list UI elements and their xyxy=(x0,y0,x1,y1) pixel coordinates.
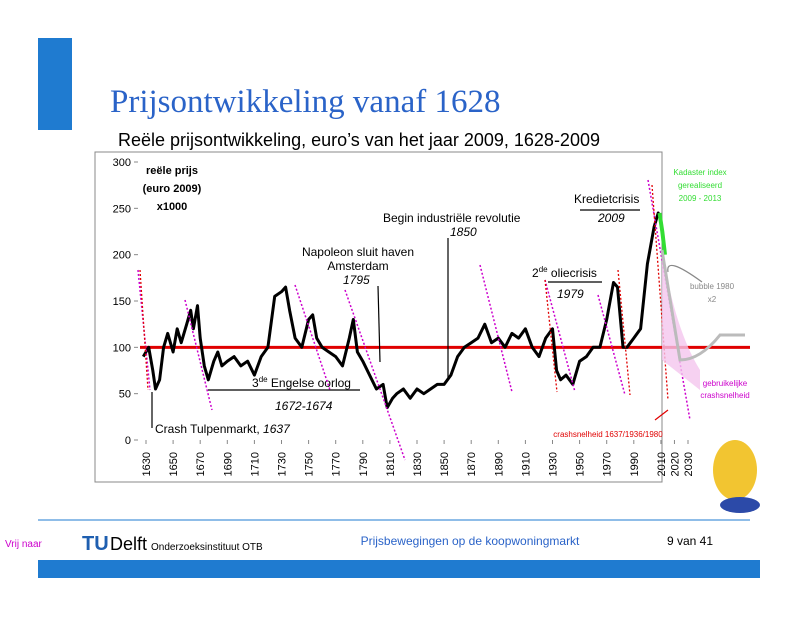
annotation: Crash Tulpenmarkt, 1637 xyxy=(155,422,291,436)
annotation: gerealiseerd xyxy=(678,181,722,190)
annotation: 1795 xyxy=(343,273,370,287)
x-tick-label: 1850 xyxy=(439,452,451,476)
mascot xyxy=(713,440,760,513)
y-tick-label: 300 xyxy=(113,157,131,169)
y-tick-label: 0 xyxy=(125,435,131,447)
title: Prijsontwikkeling vanaf 1628 xyxy=(110,84,500,120)
x-tick-label: 1650 xyxy=(168,452,180,476)
footer-topic: Prijsbewegingen op de koopwoningmarkt xyxy=(361,534,580,548)
annotation: x2 xyxy=(708,295,717,304)
x-tick-label: 1670 xyxy=(195,452,207,476)
x-tick-label: 1690 xyxy=(222,452,234,476)
logo: Delft xyxy=(110,534,147,554)
y-tick-label: 250 xyxy=(113,203,131,215)
x-tick-label: 1790 xyxy=(358,452,370,476)
annotation: 2de oliecrisis xyxy=(532,265,597,280)
crash-area xyxy=(662,250,700,390)
annotation: bubble 1980 xyxy=(690,282,735,291)
x-tick-label: 1830 xyxy=(412,452,424,476)
accent-bar xyxy=(38,38,72,130)
x-tick-label: 1970 xyxy=(602,452,614,476)
x-tick-label: 2030 xyxy=(683,452,695,476)
x-tick-label: 1710 xyxy=(249,452,261,476)
footer-credit: Vrij naar xyxy=(5,539,43,550)
annotations: reële prijs (euro 2009) x1000 Crash Tulp… xyxy=(143,165,750,439)
annotation: Kadaster index xyxy=(673,168,726,177)
page-number: 9 van 41 xyxy=(667,534,713,548)
x-tick-label: 1930 xyxy=(548,452,560,476)
plot: 0 50 100 150 200 250 300 1630 1650 1670 1690 1710 17… xyxy=(113,157,750,476)
series-line xyxy=(142,211,661,410)
footer-institute: Onderzoeksinstituut OTB xyxy=(151,542,263,553)
bubble-line xyxy=(660,249,745,362)
x-tick-label: 1630 xyxy=(141,452,153,476)
x-tick-label: 1890 xyxy=(493,452,505,476)
x-tick-label: 1730 xyxy=(277,452,289,476)
y-label: reële prijs xyxy=(146,165,198,177)
x-tick-label: 2010 xyxy=(656,452,668,476)
annotation: crashsnelheid 1637/1936/1980 xyxy=(553,430,663,439)
annotation: gebruikelijke xyxy=(703,379,748,388)
subtitle: Reële prijsontwikkeling, euro’s van het … xyxy=(118,130,600,150)
footer-bar xyxy=(38,560,760,578)
annotation: Begin industriële revolutie xyxy=(383,211,521,225)
y-tick-label: 100 xyxy=(113,342,131,354)
annotation: 1979 xyxy=(557,287,584,301)
x-tick-label: 1750 xyxy=(304,452,316,476)
x-tick-label: 1910 xyxy=(520,452,532,476)
annotation: 2009 xyxy=(597,211,625,225)
x-tick-label: 1950 xyxy=(575,452,587,476)
annotation: 1850 xyxy=(450,225,477,239)
logo: TU xyxy=(82,533,109,555)
annotation: Amsterdam xyxy=(327,259,388,273)
annotation: Napoleon sluit haven xyxy=(302,245,414,259)
x-tick-label: 1870 xyxy=(466,452,478,476)
annotation: 3de Engelse oorlog xyxy=(252,375,351,390)
x-tick-label: 1770 xyxy=(331,452,343,476)
crash-speed-lines xyxy=(139,184,669,401)
series-line xyxy=(657,212,667,255)
annotation: 2009 - 2013 xyxy=(679,194,722,203)
x-tick-label: 1810 xyxy=(385,452,397,476)
y-tick-label: 50 xyxy=(119,389,131,401)
y-label: (euro 2009) xyxy=(143,183,202,195)
arrows xyxy=(151,209,703,428)
x-tick-label: 2020 xyxy=(669,452,681,476)
annotation: Kredietcrisis xyxy=(574,192,639,206)
y-tick-label: 200 xyxy=(113,250,131,262)
x-tick-label: 1990 xyxy=(629,452,641,476)
y-tick-label: 150 xyxy=(113,296,131,308)
annotation: crashsnelheid xyxy=(700,391,749,400)
annotation: 1672-1674 xyxy=(275,399,333,413)
y-label: x1000 xyxy=(157,201,188,213)
